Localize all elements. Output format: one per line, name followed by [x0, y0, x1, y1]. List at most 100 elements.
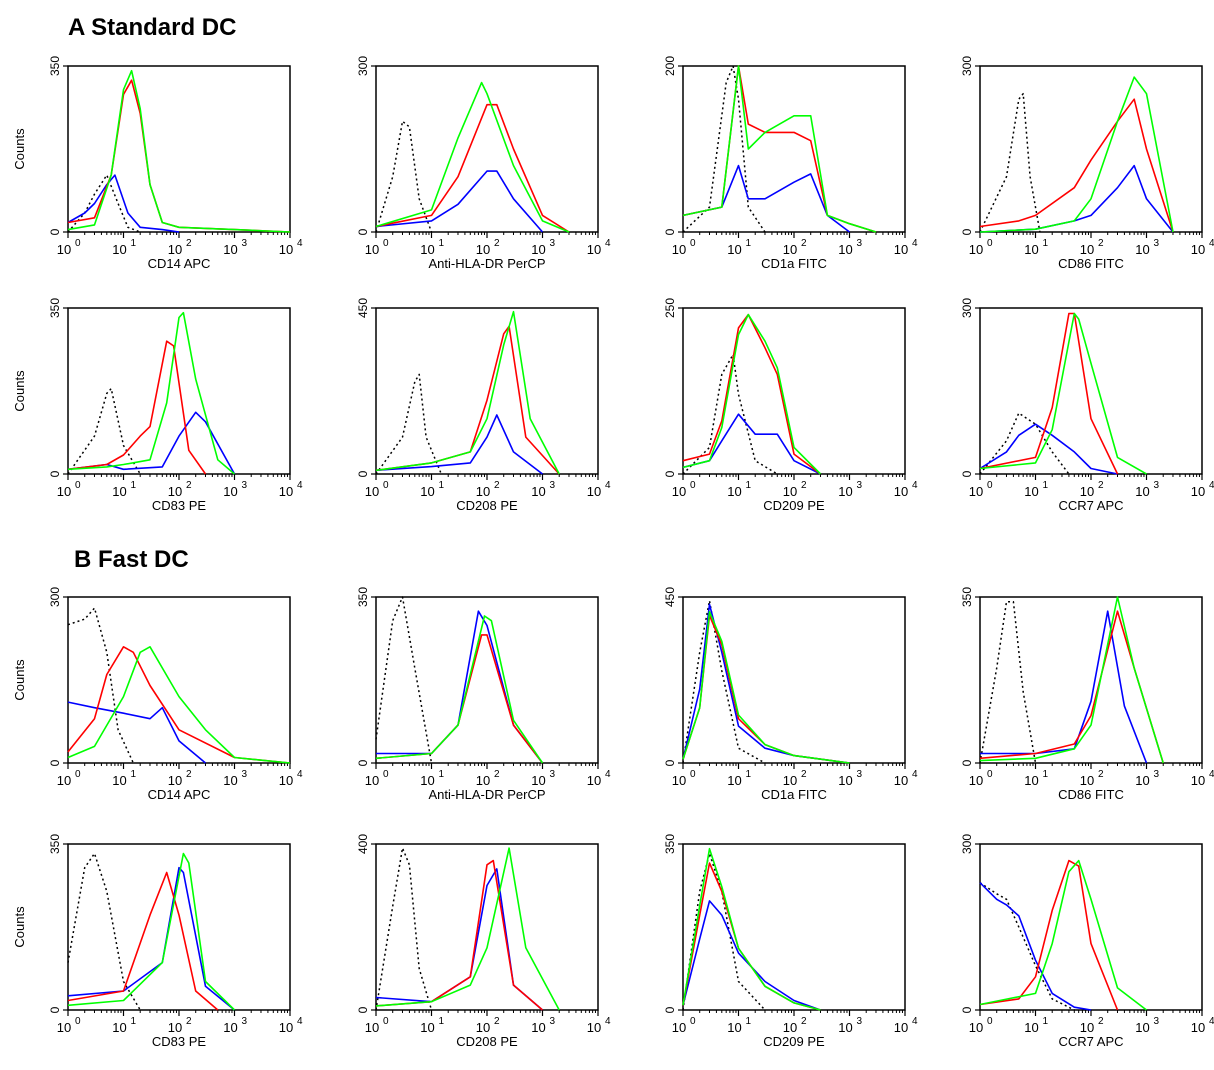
x-axis-label: CD83 PE	[152, 1034, 207, 1049]
x-tick-label: 10	[672, 484, 686, 499]
x-tick-exponent: 4	[912, 480, 918, 491]
y-tick-label: 0	[663, 1006, 677, 1013]
x-axis-label: CD1a FITC	[761, 787, 827, 802]
x-tick-label: 10	[727, 773, 741, 788]
x-tick-exponent: 4	[1209, 769, 1214, 780]
red-histogram-line	[67, 79, 291, 233]
x-tick-label: 10	[223, 1020, 237, 1035]
x-tick-exponent: 4	[1209, 480, 1214, 491]
x-tick-exponent: 0	[75, 1016, 81, 1027]
x-tick-exponent: 0	[987, 480, 993, 491]
y-tick-label: 0	[48, 759, 62, 766]
x-tick-label: 10	[279, 1020, 293, 1035]
x-tick-label: 10	[168, 484, 182, 499]
black-histogram-line	[375, 596, 433, 764]
x-tick-label: 10	[1024, 1020, 1038, 1035]
x-tick-exponent: 4	[912, 769, 918, 780]
y-tick-label: 0	[960, 470, 974, 477]
green-histogram-line	[67, 69, 291, 233]
y-tick-label: 300	[48, 587, 62, 607]
x-tick-exponent: 1	[1043, 769, 1049, 780]
x-tick-label: 10	[587, 1020, 601, 1035]
plot-frame	[375, 307, 599, 475]
x-axis-label: CCR7 APC	[1058, 1034, 1123, 1049]
blue-histogram-line	[682, 900, 821, 1011]
y-tick-label: 0	[960, 1006, 974, 1013]
green-histogram-line	[375, 847, 560, 1011]
x-tick-label: 10	[365, 242, 379, 257]
histogram-panel: 10 0 10 1 10 2 10 3 10 4 0 300 CD86 FITC	[960, 56, 1214, 271]
y-axis-label: Counts	[12, 128, 27, 170]
blue-histogram-line	[979, 882, 1092, 1011]
histogram-panel: 10 0 10 1 10 2 10 3 10 4 0 400 CD208 PE	[356, 834, 611, 1049]
blue-histogram-line	[682, 164, 850, 233]
x-tick-label: 10	[969, 1020, 983, 1035]
x-tick-label: 10	[783, 1020, 797, 1035]
black-histogram-line	[682, 852, 766, 1011]
x-tick-label: 10	[279, 773, 293, 788]
y-tick-label: 350	[48, 834, 62, 854]
section-title-a: A Standard DC	[68, 14, 237, 41]
x-tick-exponent: 0	[383, 480, 389, 491]
red-histogram-line	[979, 98, 1174, 233]
y-tick-label: 0	[48, 470, 62, 477]
x-tick-label: 10	[476, 773, 490, 788]
x-tick-exponent: 1	[131, 238, 137, 249]
x-tick-label: 10	[531, 484, 545, 499]
x-tick-label: 10	[279, 242, 293, 257]
x-tick-exponent: 2	[186, 1016, 192, 1027]
x-tick-label: 10	[783, 773, 797, 788]
blue-histogram-line	[980, 610, 1148, 764]
x-tick-exponent: 3	[550, 1016, 556, 1027]
x-tick-label: 10	[1135, 1020, 1149, 1035]
x-tick-label: 10	[1080, 484, 1094, 499]
y-tick-label: 450	[663, 587, 677, 607]
red-histogram-line	[375, 634, 544, 764]
x-tick-label: 10	[894, 773, 908, 788]
green-histogram-line	[979, 76, 1174, 233]
x-tick-exponent: 1	[439, 1016, 445, 1027]
x-tick-exponent: 3	[550, 238, 556, 249]
x-axis-label: Anti-HLA-DR PerCP	[428, 256, 545, 271]
x-tick-exponent: 2	[801, 238, 807, 249]
x-tick-label: 10	[168, 1020, 182, 1035]
blue-histogram-line	[67, 174, 180, 233]
y-tick-label: 0	[356, 470, 370, 477]
x-tick-exponent: 3	[1154, 1016, 1160, 1027]
plot-frame	[682, 65, 906, 233]
x-tick-exponent: 0	[987, 238, 993, 249]
green-histogram-line	[67, 311, 236, 475]
x-tick-exponent: 3	[1154, 769, 1160, 780]
x-tick-exponent: 0	[690, 1016, 696, 1027]
x-tick-label: 10	[838, 484, 852, 499]
x-tick-label: 10	[1191, 484, 1205, 499]
x-tick-exponent: 2	[494, 480, 500, 491]
plot-frame	[375, 65, 599, 233]
histogram-panel: 10 0 10 1 10 2 10 3 10 4 0 350 CD14 APC Counts	[12, 56, 303, 271]
x-tick-label: 10	[1135, 242, 1149, 257]
x-axis-label: CD1a FITC	[761, 256, 827, 271]
x-tick-exponent: 1	[746, 769, 752, 780]
y-tick-label: 250	[663, 298, 677, 318]
x-axis-label: CD83 PE	[152, 498, 207, 513]
green-histogram-line	[375, 81, 570, 233]
plot-frame	[979, 307, 1203, 475]
black-histogram-line	[979, 412, 1070, 475]
section-title-b: B Fast DC	[74, 546, 189, 573]
red-histogram-line	[979, 610, 1164, 764]
x-tick-exponent: 2	[1098, 1016, 1104, 1027]
y-tick-label: 350	[356, 587, 370, 607]
x-tick-exponent: 4	[1209, 238, 1214, 249]
x-tick-exponent: 4	[912, 1016, 918, 1027]
x-tick-exponent: 3	[857, 238, 863, 249]
x-tick-label: 10	[476, 484, 490, 499]
x-tick-label: 10	[1024, 484, 1038, 499]
y-tick-label: 0	[48, 228, 62, 235]
x-tick-label: 10	[1191, 1020, 1205, 1035]
x-tick-label: 10	[365, 484, 379, 499]
x-tick-exponent: 3	[1154, 238, 1160, 249]
x-tick-exponent: 1	[439, 769, 445, 780]
y-tick-label: 0	[960, 228, 974, 235]
red-histogram-line	[375, 859, 544, 1011]
